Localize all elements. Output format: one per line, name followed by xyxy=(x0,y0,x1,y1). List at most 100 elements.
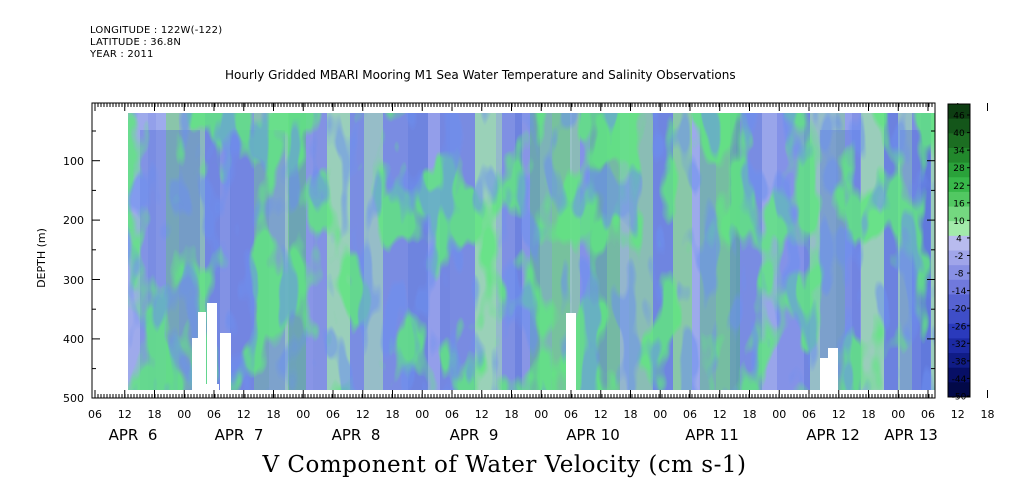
x-day-label: APR 7 xyxy=(215,426,264,444)
colorbar-swatch xyxy=(948,177,970,193)
colorbar-label: 46 xyxy=(953,112,965,122)
x-hour-label: 12 xyxy=(594,408,608,421)
colorbar-swatch xyxy=(948,338,970,354)
missing-data xyxy=(198,312,206,390)
x-hour-label: 06 xyxy=(207,408,221,421)
colorbar-swatch xyxy=(948,294,970,310)
missing-data xyxy=(566,313,576,390)
x-day-label: APR 12 xyxy=(806,426,860,444)
x-hour-label: 12 xyxy=(951,408,965,421)
colorbar-swatch xyxy=(948,323,970,339)
x-hour-label: 12 xyxy=(356,408,370,421)
colorbar: 46 40 34 28 22 16 10 4 -2 -8 -14 -20 -26 -32 -38 -44 -50 xyxy=(947,103,971,403)
x-hour-label: 06 xyxy=(326,408,340,421)
colorbar-label: 28 xyxy=(953,164,965,174)
colorbar-swatch xyxy=(948,147,970,164)
colorbar-swatch xyxy=(948,235,970,251)
colorbar-frame xyxy=(947,103,971,398)
missing-data xyxy=(207,303,217,390)
plot-frame xyxy=(91,102,936,399)
colorbar-swatch xyxy=(948,221,970,237)
colorbar-swatch xyxy=(948,118,970,134)
missing-data xyxy=(220,333,231,390)
x-hour-label: 00 xyxy=(177,408,191,421)
colorbar-label: -32 xyxy=(952,340,967,350)
missing-data xyxy=(193,384,219,390)
missing-data xyxy=(828,348,838,390)
colorbar-label: -26 xyxy=(952,322,967,332)
x-hour-label: 00 xyxy=(296,408,310,421)
colorbar-swatch xyxy=(948,133,970,149)
x-hour-label: 18 xyxy=(386,408,400,421)
missing-data xyxy=(192,338,202,390)
colorbar-swatch xyxy=(948,367,970,383)
x-day-label: APR 10 xyxy=(566,426,620,444)
y-tick-label: 200 xyxy=(63,214,84,227)
colorbar-label: 40 xyxy=(953,129,965,139)
colorbar-swatch xyxy=(948,250,970,266)
x-hour-label: 18 xyxy=(743,408,757,421)
variable-title: V Component of Water Velocity (cm s-1) xyxy=(262,452,747,478)
x-hour-label: 06 xyxy=(802,408,816,421)
x-hour-label: 18 xyxy=(624,408,638,421)
x-hour-label: 12 xyxy=(237,408,251,421)
colorbar-swatch xyxy=(948,206,970,222)
colorbar-swatch xyxy=(948,279,970,295)
x-hour-label: 12 xyxy=(118,408,132,421)
colorbar-label: 10 xyxy=(953,217,965,227)
x-day-label: APR 6 xyxy=(109,426,158,444)
colorbar-swatch xyxy=(948,104,970,120)
colorbar-label: -44 xyxy=(952,375,967,385)
latitude-label: LATITUDE : 36.8N xyxy=(90,37,182,48)
longitude-label: LONGITUDE : 122W(-122) xyxy=(90,25,223,36)
colorbar-label: 16 xyxy=(953,199,965,209)
colorbar-swatch xyxy=(948,191,970,208)
x-hour-label: 18 xyxy=(862,408,876,421)
colorbar-swatch xyxy=(948,353,970,369)
colorbar-swatch xyxy=(948,309,970,325)
x-hour-label: 06 xyxy=(564,408,578,421)
year-label: YEAR : 2011 xyxy=(90,49,154,60)
y-tick-label: 300 xyxy=(63,274,84,287)
x-hour-label: 18 xyxy=(505,408,519,421)
x-day-label: APR 11 xyxy=(685,426,739,444)
x-hour-label: 12 xyxy=(832,408,846,421)
x-day-label: APR 8 xyxy=(332,426,381,444)
x-day-label: APR 9 xyxy=(450,426,499,444)
x-hour-label: 12 xyxy=(475,408,489,421)
x-hour-label: 00 xyxy=(653,408,667,421)
colorbar-label: -50 xyxy=(952,393,967,403)
x-hour-label: 18 xyxy=(267,408,281,421)
y-tick-label: 100 xyxy=(63,155,84,168)
axis-ticks: 06 12 18 00 06 12 18 00 06 12 18 00 06 12 18 00 06 12 18 00… xyxy=(63,103,995,444)
x-hour-label: 06 xyxy=(683,408,697,421)
colorbar-label: -14 xyxy=(952,287,967,297)
x-hour-label: 00 xyxy=(891,408,905,421)
x-day-label: APR 13 xyxy=(884,426,938,444)
plot-area xyxy=(128,113,935,390)
x-hour-label: 12 xyxy=(713,408,727,421)
x-hour-label: 00 xyxy=(772,408,786,421)
x-hour-label: 00 xyxy=(534,408,548,421)
colorbar-label: -38 xyxy=(952,357,967,367)
x-hour-label: 06 xyxy=(921,408,935,421)
colorbar-label: -20 xyxy=(952,305,967,315)
x-hour-label: 18 xyxy=(148,408,162,421)
texture-blue xyxy=(128,113,935,390)
colorbar-label: 4 xyxy=(956,234,962,244)
colorbar-swatch xyxy=(948,265,970,281)
colorbar-label: 34 xyxy=(953,147,965,157)
colorbar-swatch xyxy=(948,382,970,398)
y-tick-label: 500 xyxy=(63,392,84,405)
chart-title: Hourly Gridded MBARI Mooring M1 Sea Wate… xyxy=(225,68,736,82)
x-hour-label: 06 xyxy=(445,408,459,421)
colorbar-label: -8 xyxy=(955,270,964,280)
y-tick-label: 400 xyxy=(63,333,84,346)
colorbar-label: -2 xyxy=(955,252,964,262)
colorbar-label: 22 xyxy=(953,182,964,192)
x-hour-label: 00 xyxy=(415,408,429,421)
x-hour-label: 06 xyxy=(88,408,102,421)
x-hour-label: 18 xyxy=(981,408,995,421)
colorbar-swatch xyxy=(948,162,970,178)
